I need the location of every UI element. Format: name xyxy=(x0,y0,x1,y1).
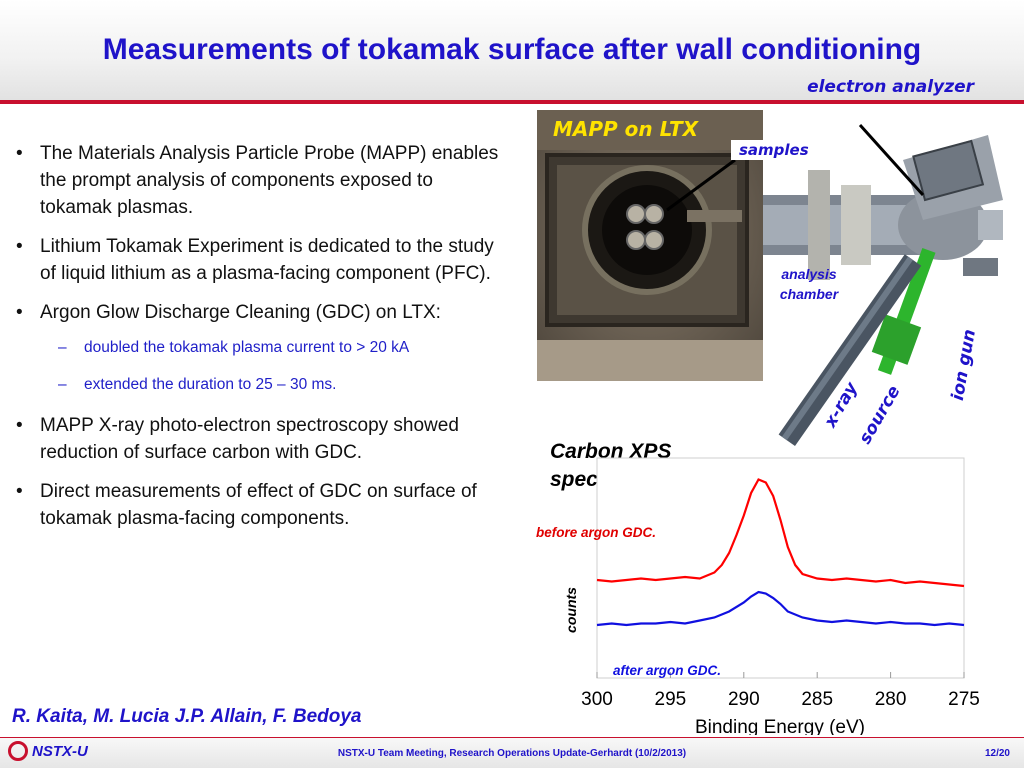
bullet-text: Direct measurements of effect of GDC on … xyxy=(40,481,477,529)
bullet-item: • Direct measurements of effect of GDC on… xyxy=(14,478,504,532)
page-number: 12/20 xyxy=(984,748,1010,759)
sub-bullet-text: doubled the tokamak plasma current to > … xyxy=(84,339,410,356)
slide-subtitle: electron analyzer xyxy=(807,77,974,97)
bullet-item: • Lithium Tokamak Experiment is dedicated… xyxy=(14,233,504,287)
chamber-diagram xyxy=(763,123,1003,446)
bullet-marker: • xyxy=(16,143,23,164)
bullet-list: • The Materials Analysis Particle Probe (… xyxy=(14,140,504,544)
mapp-photo-graphic xyxy=(537,110,763,381)
slide-header xyxy=(0,0,1024,100)
analysis-chamber-label: analysis chamber xyxy=(768,264,850,304)
sub-bullet-item: – extended the duration to 25 – 30 ms. xyxy=(14,375,504,395)
sub-bullet-item: – doubled the tokamak plasma current to >… xyxy=(14,338,504,358)
nstx-logo-icon xyxy=(8,741,28,761)
bullet-text: The Materials Analysis Particle Probe (M… xyxy=(40,143,499,218)
bullet-item: • Argon Glow Discharge Cleaning (GDC) on … xyxy=(14,299,504,326)
bullet-marker: • xyxy=(16,415,23,436)
x-tick-label: 285 xyxy=(801,689,833,710)
x-tick-label: 280 xyxy=(875,689,907,710)
analysis-label-line1: analysis xyxy=(781,266,837,282)
bullet-item: • The Materials Analysis Particle Probe (… xyxy=(14,140,504,221)
authors-line: R. Kaita, M. Lucia J.P. Allain, F. Bedoy… xyxy=(12,706,362,727)
bullet-marker: • xyxy=(16,236,23,257)
bullet-item: • MAPP X-ray photo-electron spectroscopy … xyxy=(14,412,504,466)
bullet-marker: • xyxy=(16,481,23,502)
mapp-on-ltx-label: MAPP on LTX xyxy=(553,117,699,141)
bullet-text: Argon Glow Discharge Cleaning (GDC) on L… xyxy=(40,302,441,323)
xps-chart: 300 295 290 285 280 275 before argon GDC. aft… xyxy=(536,457,980,735)
analysis-label-line2: chamber xyxy=(779,286,839,302)
series-line-before xyxy=(596,478,965,588)
sub-bullet-marker: – xyxy=(58,339,67,356)
series-label-before: before argon GDC. xyxy=(536,525,656,540)
x-axis-label: Binding Energy (eV) xyxy=(695,717,865,735)
x-tick-label: 275 xyxy=(948,689,980,710)
analysis-chamber-schematic xyxy=(763,110,1003,455)
series-line-after xyxy=(596,590,965,627)
x-tick-label: 295 xyxy=(655,689,687,710)
xps-title-line1: Carbon XPS xyxy=(550,440,672,463)
footer-brand: NSTX-U xyxy=(32,743,88,760)
x-tick-label: 300 xyxy=(581,689,613,710)
bullet-marker: • xyxy=(16,302,23,323)
samples-label: samples xyxy=(731,140,817,160)
bullet-text: Lithium Tokamak Experiment is dedicated … xyxy=(40,236,494,284)
mapp-photo xyxy=(537,110,763,381)
x-tick-label: 290 xyxy=(728,689,760,710)
plot-area xyxy=(596,457,965,679)
series-label-after: after argon GDC. xyxy=(613,663,721,678)
header-divider xyxy=(0,100,1024,104)
bullet-text: MAPP X-ray photo-electron spectroscopy s… xyxy=(40,415,459,463)
sub-bullet-text: extended the duration to 25 – 30 ms. xyxy=(84,376,337,393)
footer-meeting-info: NSTX-U Team Meeting, Research Operations… xyxy=(337,748,687,759)
sub-bullet-marker: – xyxy=(58,376,67,393)
y-axis-label: counts xyxy=(563,587,579,633)
slide-title: Measurements of tokamak surface after wa… xyxy=(102,33,922,66)
footer-divider xyxy=(0,737,1024,738)
footer xyxy=(0,738,1024,768)
